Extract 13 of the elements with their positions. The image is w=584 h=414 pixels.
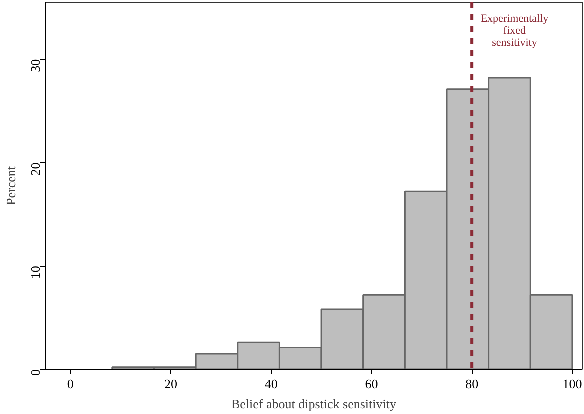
y-tick-label: 10 <box>28 266 43 280</box>
x-tick-label: 100 <box>562 376 582 392</box>
x-tick-label: 40 <box>264 376 278 392</box>
x-tick-label: 60 <box>365 376 378 392</box>
x-axis-title: Belief about dipstick sensitivity <box>231 396 398 412</box>
y-tick-label: 30 <box>28 59 43 72</box>
y-tick-label: 0 <box>28 370 43 376</box>
ref-line-label: Experimentally fixed sensitivity <box>480 12 550 49</box>
y-axis-title: Percent <box>4 166 18 206</box>
x-tick-label: 0 <box>67 376 74 392</box>
x-tick-label: 80 <box>466 376 479 392</box>
y-tick-label: 20 <box>28 162 43 176</box>
x-tick-label: 20 <box>164 376 178 392</box>
